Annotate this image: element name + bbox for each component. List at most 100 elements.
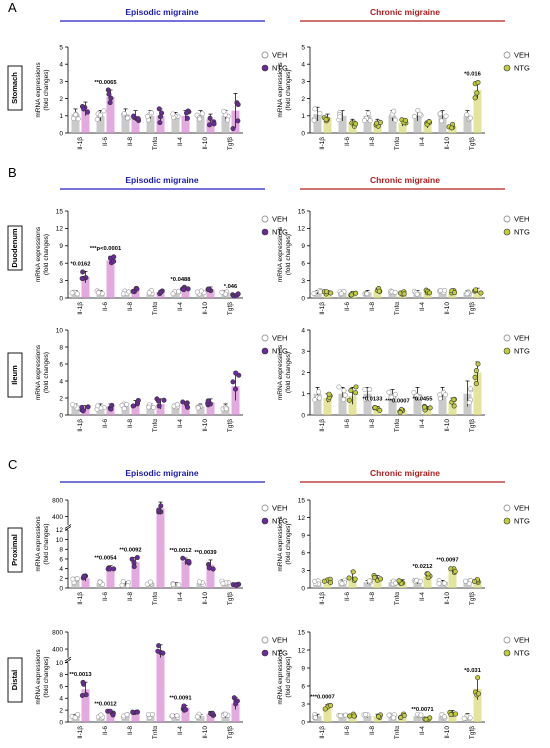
y-tick-label: 4 [59,378,63,385]
y-tick-label: 8 [59,547,63,554]
bar-veh [196,583,205,588]
y-tick-label: 15 [298,629,306,636]
data-point-ntg [328,579,334,585]
data-point-veh [311,117,317,123]
bar-veh [413,716,422,722]
category-group: Il-4 [411,287,433,311]
significance-label: *0.0212 [413,564,433,570]
data-point-veh [146,404,152,410]
x-tick-label: Il-6 [344,302,351,311]
y-axis-label-line1: mRNA expressions [277,226,284,282]
data-point-ntg [155,648,161,654]
data-point-veh [367,118,373,124]
data-point-veh [119,582,125,588]
data-point-veh [176,582,182,588]
significance-label: ***0.0007 [385,399,410,405]
data-point-veh [392,117,398,123]
data-point-veh [361,118,367,124]
data-point-veh [443,113,449,119]
bar-ntg [206,289,215,298]
data-point-ntg [134,709,140,715]
y-tick-label: 15 [56,208,64,215]
data-point-veh [194,714,200,720]
y-tick-label: 6 [301,261,305,268]
chart-duodenum-chronic: 0 3 6 9 12 15 mRNA expressions (fold changes) Il… [277,208,530,315]
category-group: Tgfβ [221,93,241,150]
category-group: Tnfα [386,389,407,432]
data-point-ntg [423,716,429,722]
data-point-veh [392,289,398,295]
data-point-veh [411,113,417,119]
data-point-ntg [157,120,163,126]
y-axis: 0 2 4 6 8 10 [56,327,69,419]
category-group: Tgfβ [221,695,240,739]
data-point-ntg [207,115,213,121]
bar-ntg [231,703,240,722]
data-point-veh [74,291,80,297]
legend-marker-ntg [261,64,269,72]
y-tick-label: 3 [301,568,305,575]
legend: VEH NTG [261,504,288,526]
x-tick-label: Il-8 [369,592,376,601]
category-group: Il-1β [70,573,90,605]
legend-label-veh: VEH [272,215,287,224]
category-group: Il-8 [362,285,383,311]
data-point-veh [121,111,127,117]
y-tick-label: 6 [301,550,305,557]
data-point-veh [364,291,370,297]
bar-ntg [131,562,140,588]
y-tick-label: 4 [59,696,63,703]
bar-ntg [206,713,215,722]
y-axis-label-line2: (fold changes) [43,352,50,393]
data-point-ntg [348,292,354,298]
x-tick-label: Tnfα [394,137,401,150]
data-point-ntg [396,578,402,584]
y-tick-label: 1 [301,391,305,398]
panel-letter-C: C [8,457,17,472]
data-point-veh [367,386,373,392]
data-point-ntg [181,287,187,293]
data-point-veh [97,112,103,118]
panel-header-A: Episodic migraine Chronic migraine [60,7,505,22]
y-tick-label: 6 [59,684,63,691]
legend-label-veh: VEH [272,334,287,343]
data-point-ntg [183,707,189,713]
data-point-ntg [233,582,239,588]
data-point-ntg [475,80,481,86]
legend-marker-ntg [503,228,511,236]
data-point-veh [441,580,447,586]
bar-veh [438,393,447,415]
bar-veh [438,115,447,133]
data-point-veh [391,715,397,721]
data-point-ntg [186,559,192,565]
y-axis-label-line1: mRNA expressions [35,344,42,400]
x-tick-label: Il-8 [127,137,134,146]
legend-marker-veh [261,636,269,644]
bar-ntg [156,403,165,415]
y-axis: 0 3 6 9 12 15 [298,629,311,726]
data-point-ntg [376,288,382,294]
data-point-ntg [111,254,117,260]
x-tick-label: Il-1β [77,137,84,150]
x-tick-label: Il-1β [77,592,84,605]
data-point-ntg [421,404,427,410]
data-point-veh [438,288,444,294]
data-point-veh [101,108,107,114]
data-point-veh [311,290,317,296]
y-axis-label-line2: (fold changes) [285,234,292,275]
category-group: Il-10 [196,559,216,605]
panel-header-C: Episodic migraine Chronic migraine [60,468,505,483]
data-point-veh [170,291,176,297]
x-tick-label: Tnfα [394,726,401,739]
data-point-veh [442,287,448,293]
data-point-ntg [180,555,186,561]
legend: VEH NTG [503,51,530,73]
data-point-veh [195,405,201,411]
data-point-ntg [85,404,91,410]
y-tick-label: 2 [59,395,63,402]
x-tick-label: Tnfα [394,592,401,605]
data-point-veh [96,290,102,296]
legend: VEH NTG [503,636,530,658]
data-point-veh [386,389,392,395]
